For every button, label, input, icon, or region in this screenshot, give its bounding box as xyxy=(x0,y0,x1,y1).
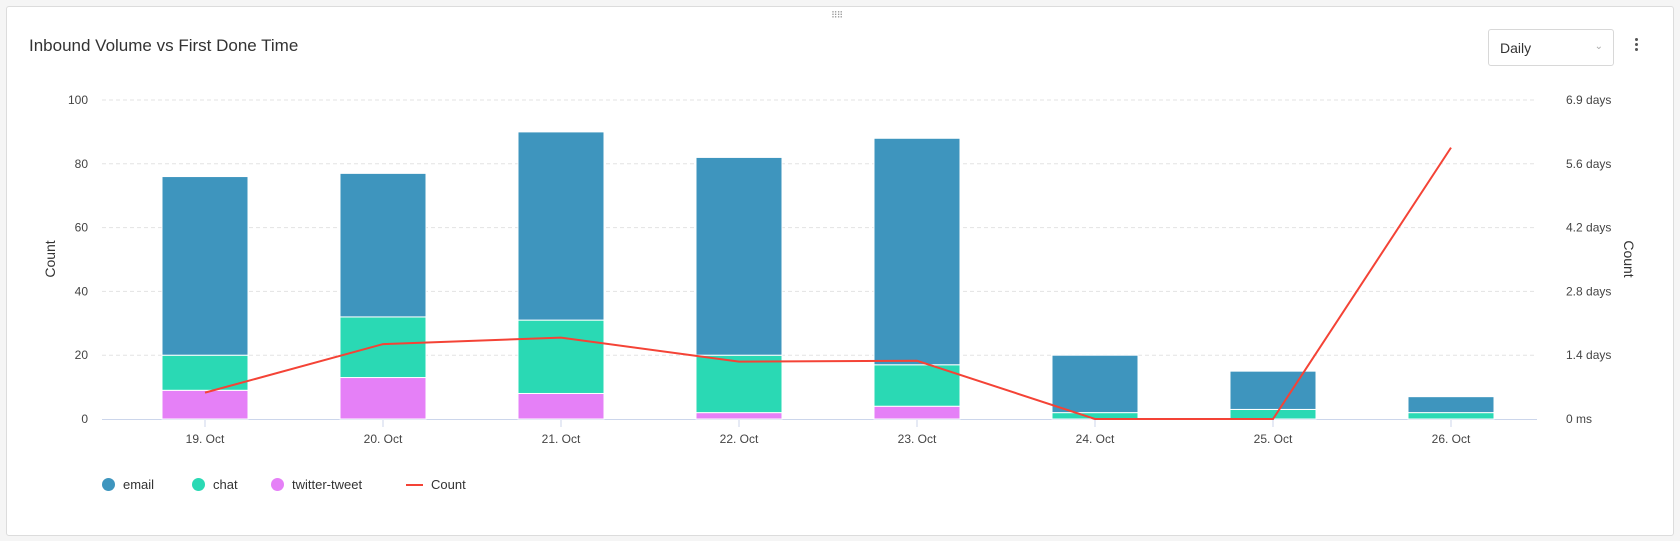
bar-email xyxy=(161,176,249,356)
x-tick-label: 22. Oct xyxy=(720,432,759,446)
bar-chat xyxy=(339,316,427,379)
bar-email xyxy=(1229,370,1317,410)
x-tick-label: 21. Oct xyxy=(542,432,581,446)
interval-select[interactable]: Daily ⌄ xyxy=(1488,29,1614,66)
y-tick-label: 100 xyxy=(68,93,88,107)
bar-email xyxy=(1051,354,1139,414)
legend-count[interactable]: Count xyxy=(406,477,466,492)
legend-chat[interactable]: chat xyxy=(192,477,238,492)
legend-label: email xyxy=(123,477,155,492)
y-tick-label: 40 xyxy=(75,284,89,298)
y-axis-title: Count xyxy=(42,240,58,277)
y-tick-label: 20 xyxy=(75,348,89,362)
bar-twitter-tweet xyxy=(339,377,427,420)
legend-dot-icon xyxy=(102,478,115,491)
legend-label: twitter-tweet xyxy=(292,477,363,492)
kebab-icon[interactable] xyxy=(1631,36,1641,60)
y-tick-label: 80 xyxy=(75,157,89,171)
y2-tick-label: 5.6 days xyxy=(1566,157,1611,171)
x-tick-label: 26. Oct xyxy=(1432,432,1471,446)
bar-chat xyxy=(695,354,783,414)
bar-chat xyxy=(873,364,961,407)
y2-tick-label: 0 ms xyxy=(1566,412,1592,426)
x-tick-label: 19. Oct xyxy=(186,432,225,446)
bar-twitter-tweet xyxy=(517,392,605,420)
x-tick-label: 23. Oct xyxy=(898,432,937,446)
y2-tick-label: 2.8 days xyxy=(1566,284,1611,298)
bar-twitter-tweet xyxy=(695,412,783,420)
legend-twitter-tweet[interactable]: twitter-tweet xyxy=(271,477,362,492)
drag-handle-icon[interactable]: ⠿⠿ xyxy=(831,10,843,20)
x-tick-label: 24. Oct xyxy=(1076,432,1115,446)
line-count xyxy=(204,147,1452,420)
bar-email xyxy=(517,131,605,321)
y-tick-label: 60 xyxy=(75,221,89,235)
y2-tick-label: 4.2 days xyxy=(1566,221,1611,235)
legend-dot-icon xyxy=(192,478,205,491)
bar-email xyxy=(873,137,961,366)
y2-tick-label: 6.9 days xyxy=(1566,93,1611,107)
chart-title: Inbound Volume vs First Done Time xyxy=(29,36,299,55)
x-tick-label: 20. Oct xyxy=(364,432,403,446)
bar-twitter-tweet xyxy=(873,405,961,420)
x-tick-label: 25. Oct xyxy=(1254,432,1293,446)
chevron-down-icon: ⌄ xyxy=(1594,41,1603,52)
legend-email[interactable]: email xyxy=(102,477,154,492)
legend-label: Count xyxy=(431,477,466,492)
y2-tick-label: 1.4 days xyxy=(1566,348,1611,362)
bar-twitter-tweet xyxy=(161,389,249,420)
interval-select-value: Daily xyxy=(1500,40,1532,56)
y2-axis-title: Count xyxy=(1621,240,1637,277)
chart-card xyxy=(6,6,1674,536)
bar-email xyxy=(339,172,427,318)
y-tick-label: 0 xyxy=(81,412,88,426)
bar-chat xyxy=(1407,412,1495,420)
bar-email xyxy=(695,156,783,356)
bar-email xyxy=(1407,396,1495,414)
legend-dot-icon xyxy=(271,478,284,491)
bar-chat xyxy=(517,319,605,394)
legend-line-icon xyxy=(406,483,423,486)
legend-label: chat xyxy=(213,477,238,492)
